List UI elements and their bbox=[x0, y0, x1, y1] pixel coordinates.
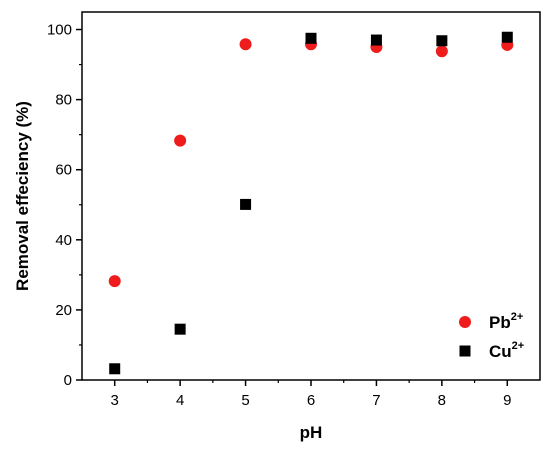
point-cu-5 bbox=[240, 198, 252, 210]
x-tick-label: 9 bbox=[503, 392, 511, 409]
point-cu-6 bbox=[305, 32, 317, 44]
y-tick-label: 0 bbox=[64, 372, 72, 389]
x-tick-label: 7 bbox=[372, 392, 380, 409]
legend-label-cu: Cu2+ bbox=[489, 340, 524, 361]
plot-frame bbox=[81, 11, 541, 381]
x-ticks: 3 4 5 6 7 8 9 bbox=[111, 380, 511, 409]
point-cu-4 bbox=[174, 323, 186, 335]
y-ticks: 0 20 40 60 80 100 bbox=[47, 22, 82, 389]
point-cu-3 bbox=[109, 363, 121, 375]
y-tick-label: 40 bbox=[55, 232, 72, 249]
x-tick-label: 8 bbox=[438, 392, 446, 409]
point-cu-7 bbox=[370, 34, 382, 46]
axes bbox=[81, 11, 541, 381]
point-pb-4 bbox=[174, 134, 187, 147]
point-pb-3 bbox=[108, 275, 121, 288]
x-tick-label: 3 bbox=[111, 392, 119, 409]
y-tick-label: 100 bbox=[47, 22, 72, 39]
x-tick-label: 4 bbox=[176, 392, 184, 409]
legend-marker-pb bbox=[459, 316, 471, 328]
point-pb-8 bbox=[435, 45, 448, 58]
point-cu-8 bbox=[436, 35, 448, 47]
legend-label-pb: Pb2+ bbox=[489, 311, 523, 332]
y-tick-label: 60 bbox=[55, 162, 72, 179]
x-axis-label: pH bbox=[300, 423, 323, 442]
x-tick-label: 6 bbox=[307, 392, 315, 409]
legend-marker-cu bbox=[459, 345, 471, 357]
point-cu-9 bbox=[501, 31, 513, 43]
legend: Pb2+ Cu2+ bbox=[459, 311, 524, 361]
y-tick-label: 80 bbox=[55, 92, 72, 109]
y-axis-label: Removal effeciency (%) bbox=[13, 101, 32, 291]
point-pb-5 bbox=[239, 38, 252, 51]
x-tick-label: 5 bbox=[241, 392, 249, 409]
y-tick-label: 20 bbox=[55, 302, 72, 319]
data-marks bbox=[108, 31, 514, 375]
